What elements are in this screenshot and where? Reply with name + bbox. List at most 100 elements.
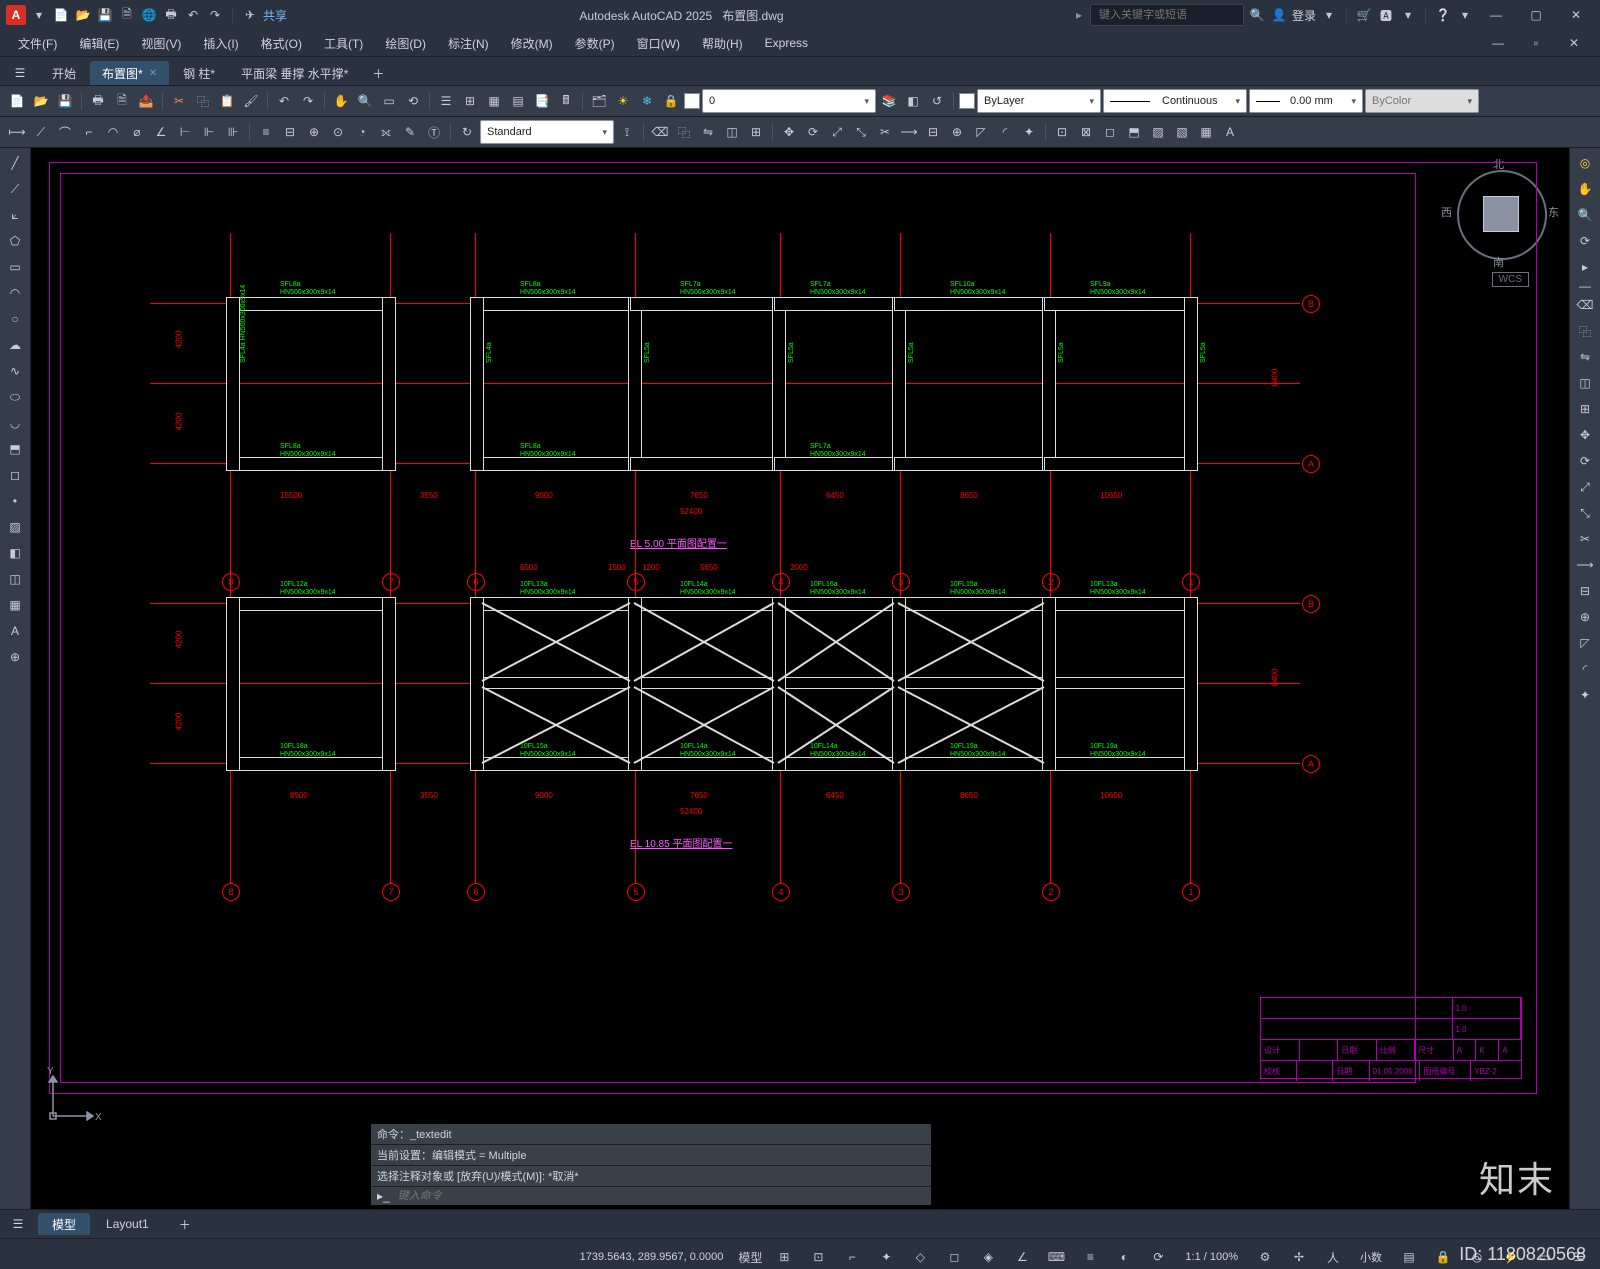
tb-cut-icon[interactable]: ✂ [168,90,190,112]
menu-help[interactable]: 帮助(H) [692,31,753,56]
scale-icon[interactable]: ⤢ [826,121,848,143]
menu-edit[interactable]: 编辑(E) [69,31,129,56]
rotate-icon[interactable]: ⟳ [802,121,824,143]
help-search-input[interactable] [1097,8,1237,22]
cycling-icon[interactable]: ⟳ [1145,1244,1171,1269]
dim-baseline-icon[interactable]: ⊩ [198,121,220,143]
table-icon[interactable]: ▦ [1195,121,1217,143]
dimstyle-icon[interactable]: ⟟ [616,121,638,143]
tab-close-icon[interactable]: ✕ [149,68,157,79]
dim-continue-icon[interactable]: ⊪ [222,121,244,143]
tb-pan-icon[interactable]: ✋ [330,90,352,112]
tb-sheet-icon[interactable]: ▤ [507,90,529,112]
tb-layerstate-icon[interactable]: 📚 [878,90,900,112]
tb-zoom-icon[interactable]: 🔍 [354,90,376,112]
grid-toggle-icon[interactable]: ⊞ [771,1244,797,1269]
arc2-icon[interactable]: ◠ [4,282,26,304]
tb-paste-icon[interactable]: 📋 [216,90,238,112]
anno-scale[interactable]: 1:1 / 100% [1179,1251,1244,1263]
tab-start[interactable]: 开始 [40,61,88,85]
mod-copy-icon[interactable]: ⿻ [1574,320,1596,342]
basket-icon[interactable]: 🛒 [1355,6,1373,24]
plotstyle-selector[interactable]: ByColor▾ [1365,89,1479,113]
dim-break-icon[interactable]: ⊟ [279,121,301,143]
otrack-toggle-icon[interactable]: ∠ [1009,1244,1035,1269]
mod-rotate-icon[interactable]: ⟳ [1574,450,1596,472]
share-plane-icon[interactable]: ✈ [241,6,259,24]
ribbon-minimize-icon[interactable]: — [1480,32,1516,54]
menu-tools[interactable]: 工具(T) [314,31,373,56]
mod-scale-icon[interactable]: ⤢ [1574,476,1596,498]
login-dropdown-icon[interactable]: ▾ [1320,6,1338,24]
mtext-icon[interactable]: A [1219,121,1241,143]
ribbon-restore-icon[interactable]: ▫ [1518,32,1554,54]
menu-parametric[interactable]: 参数(P) [565,31,625,56]
mod-erase-icon[interactable]: ⌫ [1574,294,1596,316]
user-icon[interactable]: 👤 [1270,6,1288,24]
dyn-toggle-icon[interactable]: ⌨ [1043,1244,1069,1269]
region-icon[interactable]: ▧ [1171,121,1193,143]
share-label[interactable]: 共享 [263,7,287,24]
mod-mirror-icon[interactable]: ⇋ [1574,346,1596,368]
layer-color-swatch[interactable] [684,93,700,109]
dimupdate-icon[interactable]: ↻ [456,121,478,143]
linetype-selector[interactable]: Continuous▾ [1103,89,1247,113]
tb-layerprev-icon[interactable]: ↺ [926,90,948,112]
ortho-toggle-icon[interactable]: ⌐ [839,1244,865,1269]
group-icon[interactable]: ⊡ [1051,121,1073,143]
mod-array-icon[interactable]: ⊞ [1574,398,1596,420]
menu-view[interactable]: 视图(V) [131,31,191,56]
mirror-icon[interactable]: ⇋ [697,121,719,143]
tb-markup-icon[interactable]: 📑 [531,90,553,112]
menu-draw[interactable]: 绘图(D) [375,31,436,56]
polar-toggle-icon[interactable]: ✦ [873,1244,899,1269]
ucs-icon[interactable]: XY [43,1066,103,1129]
tb-zoomwin-icon[interactable]: ▭ [378,90,400,112]
rectangle-icon[interactable]: ▭ [4,256,26,278]
transparency-icon[interactable]: ◐ [1111,1244,1137,1269]
hatch-icon[interactable]: ▨ [1147,121,1169,143]
dimtedit-icon[interactable]: Ⓣ [423,121,445,143]
lineweight-selector[interactable]: 0.00 mm▾ [1249,89,1363,113]
color-selector[interactable]: ByLayer▾ [977,89,1101,113]
plot-icon[interactable]: 🖶 [162,6,180,24]
tab-layout1[interactable]: Layout1 [92,1213,163,1235]
menu-express[interactable]: Express [755,32,818,54]
array-icon[interactable]: ⊞ [745,121,767,143]
fillet-icon[interactable]: ◜ [994,121,1016,143]
mod-trim-icon[interactable]: ✂ [1574,528,1596,550]
open-icon[interactable]: 📂 [74,6,92,24]
tb-layeriso-icon[interactable]: ◧ [902,90,924,112]
ungroup-icon[interactable]: ⊠ [1075,121,1097,143]
tb-toolpal-icon[interactable]: ▦ [483,90,505,112]
window-minimize-icon[interactable]: — [1478,0,1514,30]
tab-model[interactable]: 模型 [38,1213,90,1235]
centermark-icon[interactable]: ⊙ [327,121,349,143]
tb-publish-icon[interactable]: 📤 [135,90,157,112]
mod-join-icon[interactable]: ⊕ [1574,606,1596,628]
tb-copy-icon[interactable]: ⿻ [192,90,214,112]
tb-calc-icon[interactable]: 🖩 [555,90,577,112]
erase-icon[interactable]: ⌫ [649,121,671,143]
search-icon[interactable]: 🔍 [1248,6,1266,24]
dim-aligned-icon[interactable]: ⟋ [30,121,52,143]
region2-icon[interactable]: ◫ [4,568,26,590]
mod-chamfer-icon[interactable]: ◸ [1574,632,1596,654]
prefs-dropdown-icon[interactable]: ▾ [1399,6,1417,24]
tb-open-icon[interactable]: 📂 [30,90,52,112]
join-icon[interactable]: ⊕ [946,121,968,143]
menu-dimension[interactable]: 标注(N) [438,31,499,56]
lwt-toggle-icon[interactable]: ≡ [1077,1244,1103,1269]
redo-icon[interactable]: ↷ [206,6,224,24]
ellipse-icon[interactable]: ⬭ [4,386,26,408]
mod-stretch-icon[interactable]: ⤡ [1574,502,1596,524]
spline-icon[interactable]: ∿ [4,360,26,382]
offset-icon[interactable]: ◫ [721,121,743,143]
mod-offset-icon[interactable]: ◫ [1574,372,1596,394]
osnap-toggle-icon[interactable]: ◻ [941,1244,967,1269]
dimedit-icon[interactable]: ✎ [399,121,421,143]
tb-layers-icon[interactable]: 🗂 [588,90,610,112]
tb-lock-icon[interactable]: 🔒 [660,90,682,112]
menu-file[interactable]: 文件(F) [8,31,67,56]
cmd-chevron-icon[interactable]: ▸_ [377,1189,390,1203]
